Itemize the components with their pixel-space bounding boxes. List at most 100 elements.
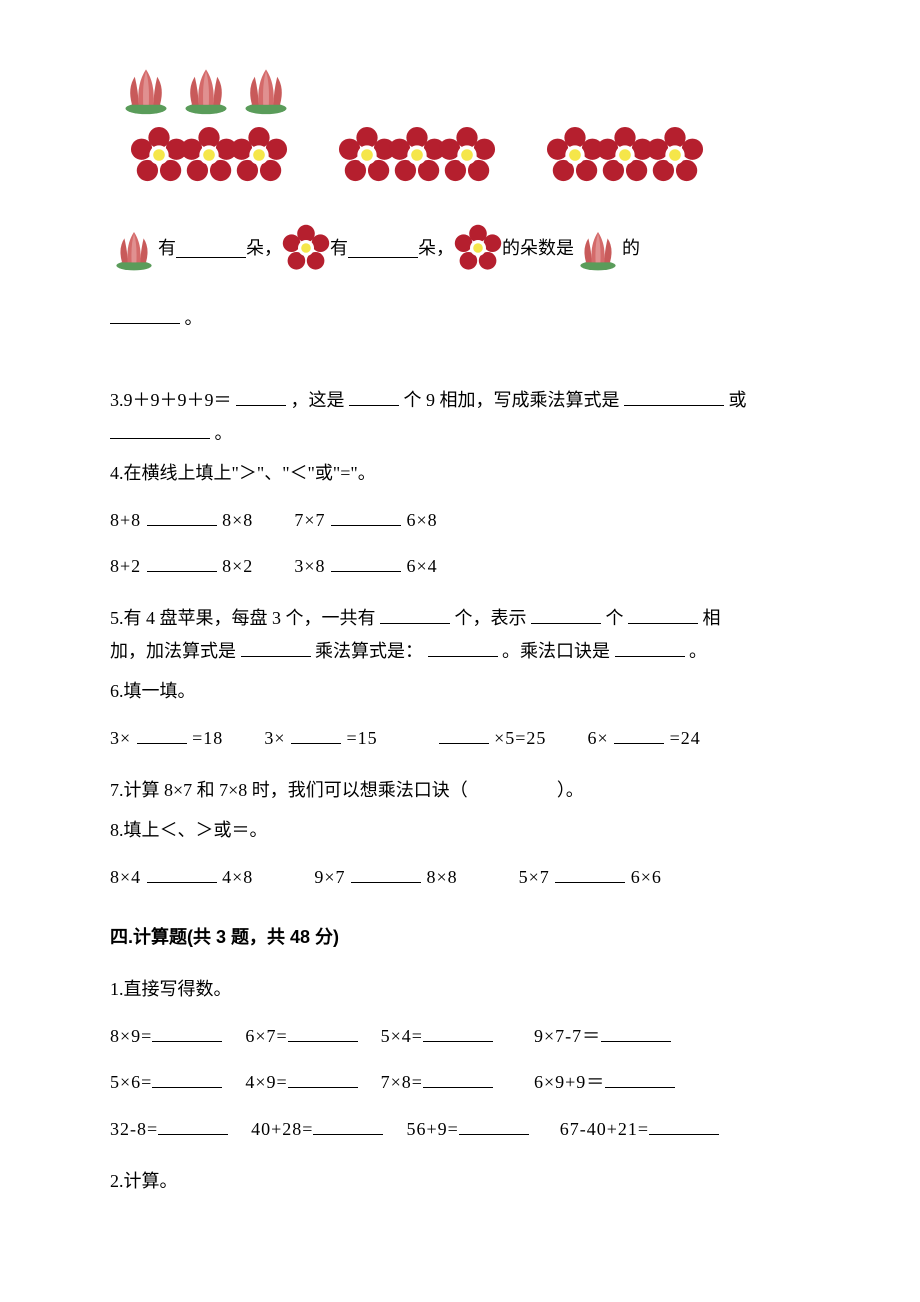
redflower-group [546, 126, 704, 184]
blank [555, 863, 625, 883]
expr: 3× [264, 728, 285, 748]
blank [423, 1068, 493, 1088]
blank [624, 386, 724, 406]
text: ）。 [557, 780, 584, 800]
expr: 5×7 [519, 867, 550, 887]
blank [331, 506, 401, 526]
expr: =15 [346, 728, 377, 748]
blank [605, 1068, 675, 1088]
expr: 8+2 [110, 556, 141, 576]
blank [158, 1115, 228, 1135]
blank [236, 386, 286, 406]
text: 3.9＋9＋9＋9＝ [110, 390, 232, 410]
s4q1-row3: 32-8= 40+28= 56+9= 67-40+21= [110, 1113, 810, 1145]
blank [649, 1115, 719, 1135]
blank [288, 1022, 358, 1042]
text: 个 [606, 608, 624, 628]
s4q1-row1: 8×9= 6×7= 5×4= 9×7-7＝ [110, 1020, 810, 1052]
expr: 4×8 [222, 867, 253, 887]
q4-label: 4.在横线上填上"＞"、"＜"或"="。 [110, 463, 376, 483]
text: 个 9 相加，写成乘法算式是 [404, 390, 620, 410]
s4q1: 1.直接写得数。 [110, 973, 810, 1005]
text: ，这是 [291, 390, 345, 410]
text: 有 [330, 232, 348, 264]
blank [110, 304, 180, 324]
blank [348, 238, 418, 258]
expr: 5×6= [110, 1072, 152, 1092]
s4q1-row2: 5×6= 4×9= 7×8= 6×9+9＝ [110, 1066, 810, 1098]
text: 有 [158, 232, 176, 264]
blank [137, 724, 187, 744]
blank [241, 637, 311, 657]
q6: 6.填一填。 [110, 675, 810, 707]
expr: 8+8 [110, 510, 141, 530]
q6-label: 6.填一填。 [110, 681, 196, 701]
expr: 8×9= [110, 1026, 152, 1046]
blank [313, 1115, 383, 1135]
section4-title: 四.计算题(共 3 题，共 48 分) [110, 921, 810, 953]
lotus-icon [238, 60, 294, 116]
q6-row: 3× =18 3× =15 ×5=25 6× =24 [110, 722, 810, 754]
text: 的朵数是 [502, 232, 574, 264]
blank [614, 724, 664, 744]
q2-blank-line: 。 [110, 302, 810, 334]
s4q2: 2.计算。 [110, 1165, 810, 1197]
blank [147, 506, 217, 526]
blank [152, 1068, 222, 1088]
q4: 4.在横线上填上"＞"、"＜"或"="。 [110, 457, 810, 489]
redflower-icon [282, 224, 330, 272]
redflower-icon [646, 126, 704, 184]
expr: 8×2 [222, 556, 253, 576]
text: 朵， [418, 232, 454, 264]
redflower-row [130, 126, 810, 184]
text: 7.计算 8×7 和 7×8 时，我们可以想乘法口诀（ [110, 780, 468, 800]
lotus-row-top [118, 60, 810, 116]
redflower-icon [454, 224, 502, 272]
text: 。 [185, 308, 203, 328]
blank [176, 238, 246, 258]
expr: 9×7-7＝ [534, 1026, 601, 1046]
expr: 8×8 [222, 510, 253, 530]
blank [147, 863, 217, 883]
expr: 6×7= [245, 1026, 287, 1046]
lotus-icon [110, 224, 158, 272]
expr: 7×8= [381, 1072, 423, 1092]
blank [152, 1022, 222, 1042]
blank [628, 604, 698, 624]
text: 或 [729, 390, 747, 410]
blank [531, 604, 601, 624]
expr: 56+9= [406, 1119, 458, 1139]
expr: 9×7 [314, 867, 345, 887]
blank [147, 552, 217, 572]
text: 乘法算式是： [315, 641, 423, 661]
redflower-icon [438, 126, 496, 184]
expr: 32-8= [110, 1119, 158, 1139]
text: 的 [622, 232, 640, 264]
q4-row1: 8+8 8×8 7×7 6×8 [110, 504, 810, 536]
text: 。乘法口诀是 [502, 641, 610, 661]
text: 。 [689, 641, 707, 661]
q2-fill-in-line: 有 朵， 有 朵， 的朵数是 的 [110, 224, 810, 272]
q8-label: 8.填上＜、＞或＝。 [110, 820, 268, 840]
s4q2-label: 2.计算。 [110, 1171, 178, 1191]
expr: ×5=25 [494, 728, 546, 748]
q8: 8.填上＜、＞或＝。 [110, 814, 810, 846]
blank [423, 1022, 493, 1042]
expr: 4×9= [245, 1072, 287, 1092]
expr: 40+28= [251, 1119, 313, 1139]
expr: 6×4 [406, 556, 437, 576]
blank [439, 724, 489, 744]
blank [288, 1068, 358, 1088]
lotus-icon [178, 60, 234, 116]
expr: 6×6 [631, 867, 662, 887]
text: 5.有 4 盘苹果，每盘 3 个，一共有 [110, 608, 376, 628]
text: 朵， [246, 232, 282, 264]
blank [615, 637, 685, 657]
q8-row: 8×4 4×8 9×7 8×8 5×7 6×6 [110, 861, 810, 893]
q5: 5.有 4 盘苹果，每盘 3 个，一共有 个，表示 个 相 加，加法算式是 乘法… [110, 602, 810, 667]
expr: 6× [587, 728, 608, 748]
redflower-group [338, 126, 496, 184]
q4-row2: 8+2 8×2 3×8 6×4 [110, 550, 810, 582]
blank [459, 1115, 529, 1135]
q3: 3.9＋9＋9＋9＝ ，这是 个 9 相加，写成乘法算式是 或 。 [110, 384, 810, 449]
